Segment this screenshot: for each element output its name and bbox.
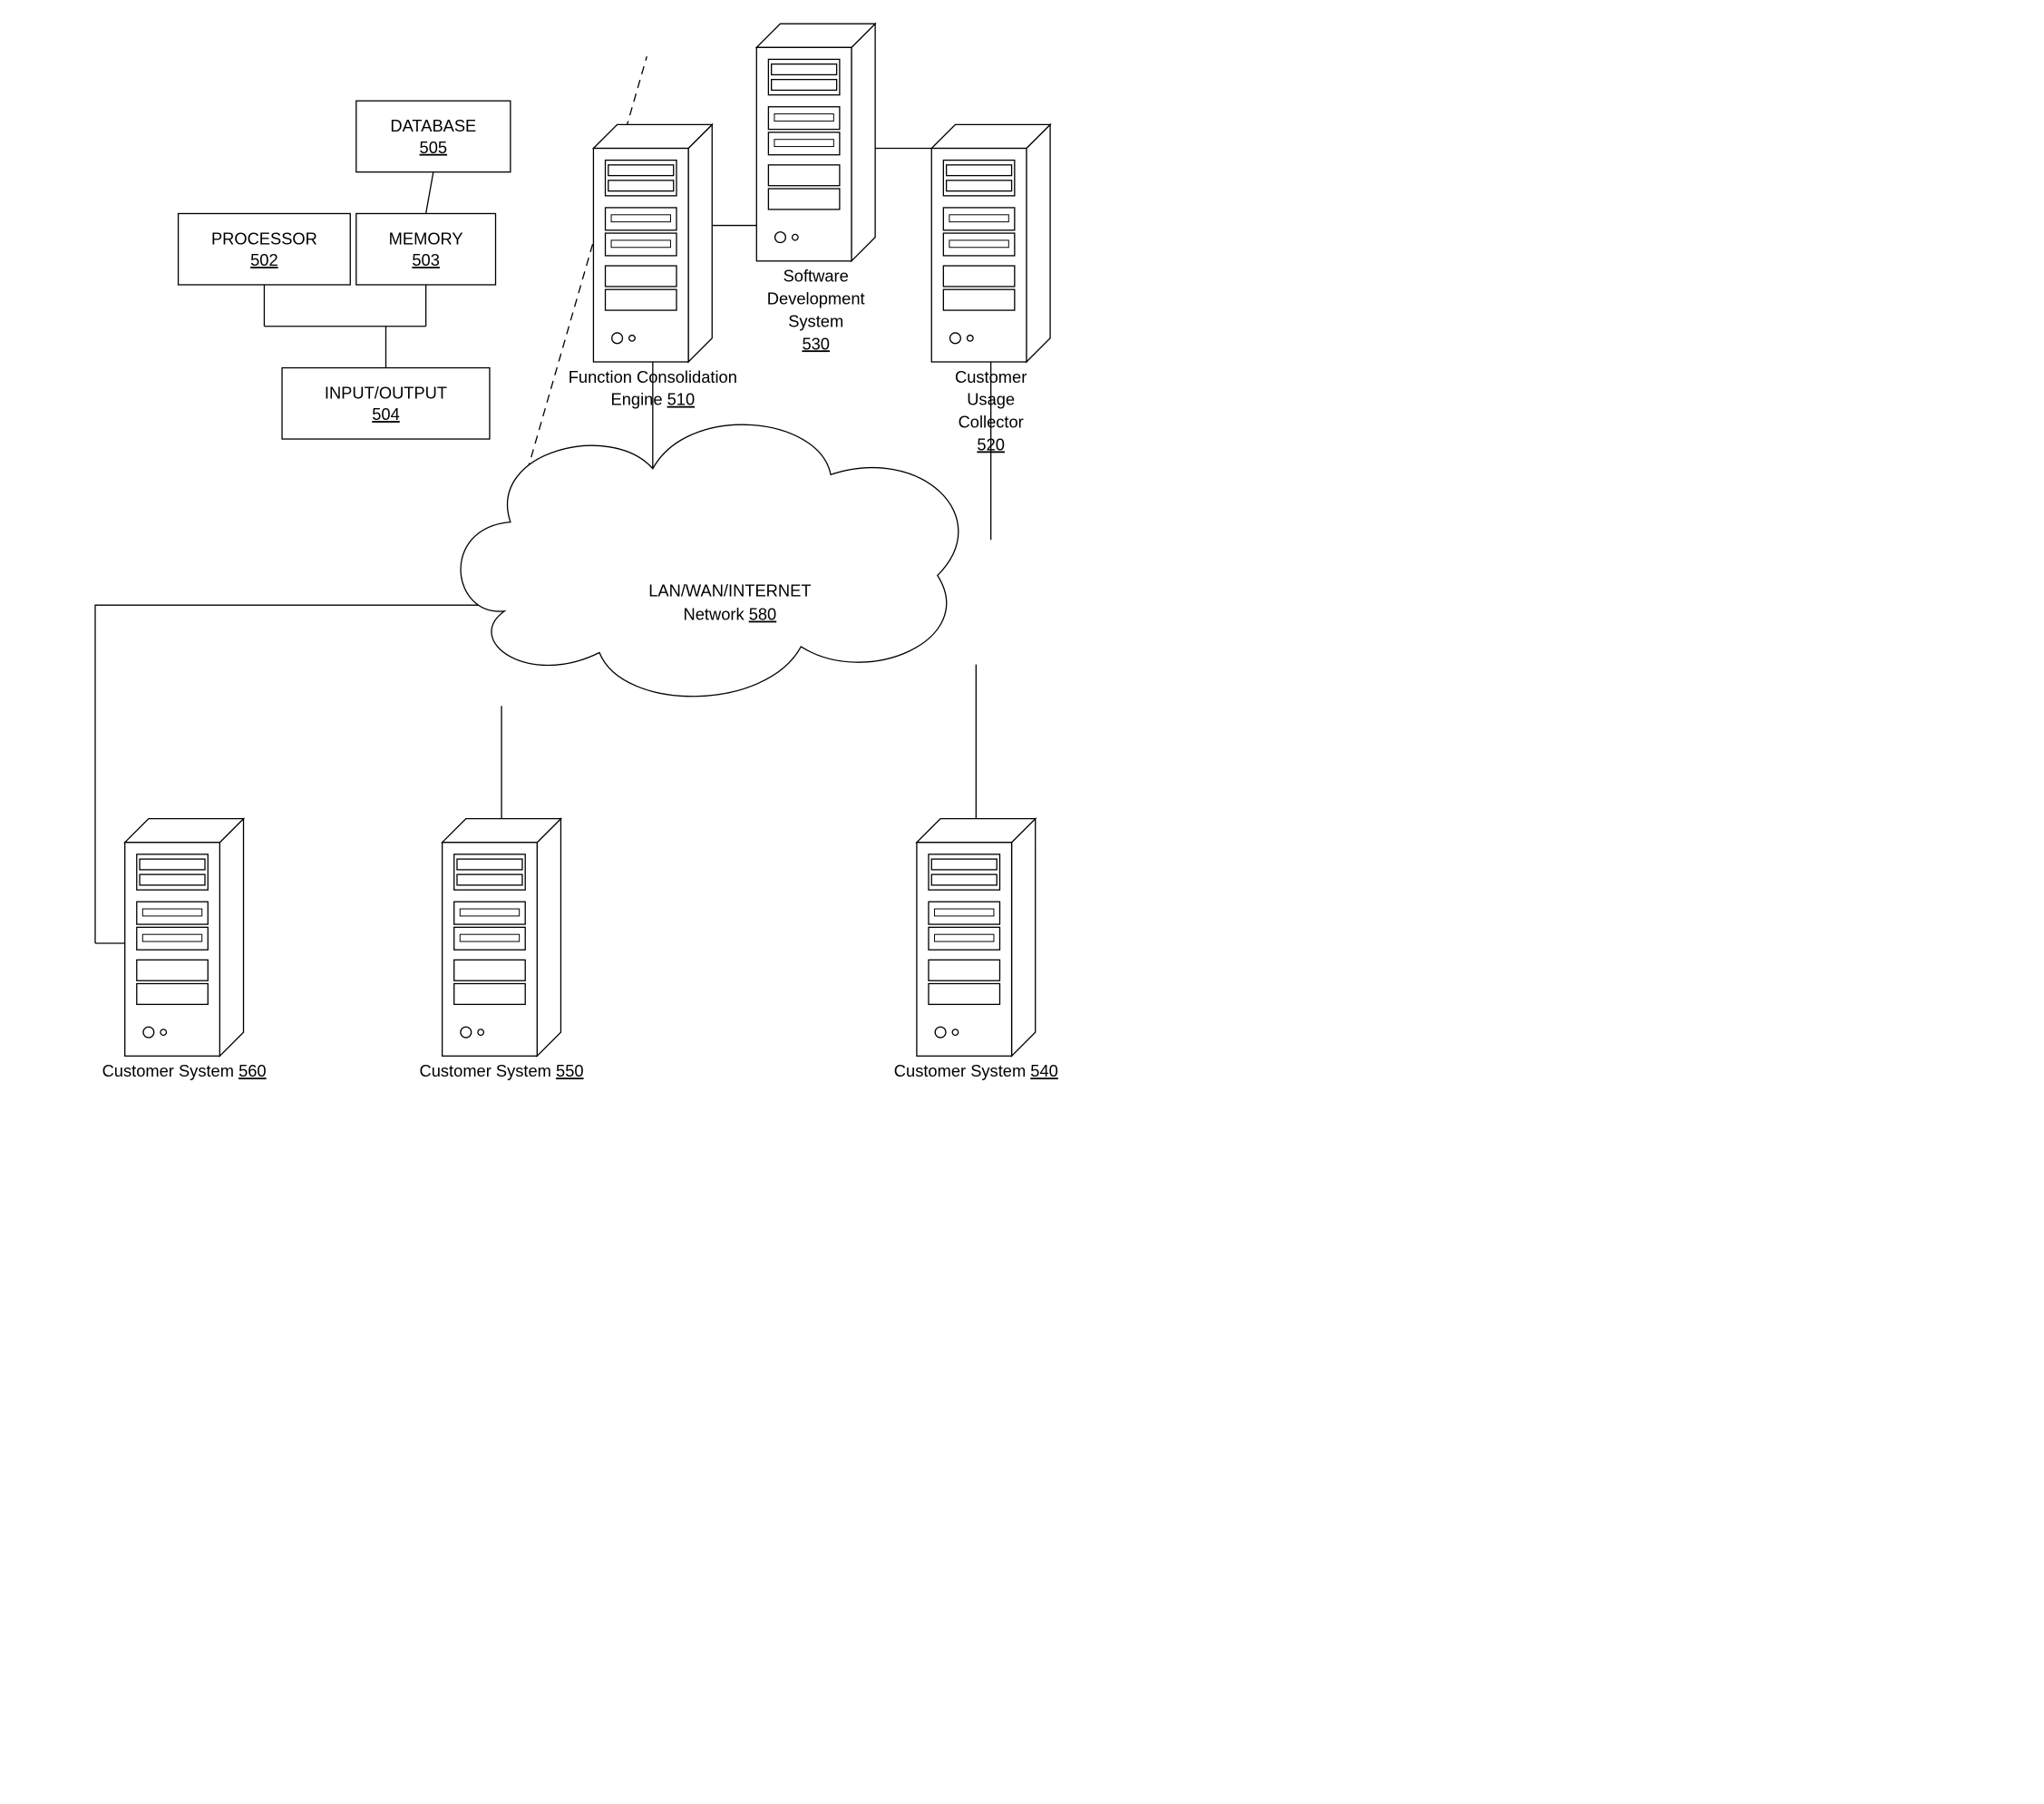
block-processor: PROCESSOR 502: [179, 213, 351, 284]
svg-text:502: 502: [250, 250, 278, 269]
svg-text:LAN/WAN/INTERNET: LAN/WAN/INTERNET: [648, 580, 811, 600]
svg-text:Software: Software: [784, 267, 849, 286]
svg-text:Development: Development: [767, 289, 865, 308]
svg-text:System: System: [788, 311, 843, 330]
cloud-network: LAN/WAN/INTERNET Network 580: [461, 424, 959, 697]
svg-text:503: 503: [412, 250, 440, 269]
svg-text:PROCESSOR: PROCESSOR: [211, 229, 317, 248]
svg-text:Customer System 540: Customer System 540: [894, 1061, 1058, 1080]
server-cs550: Customer System 550: [420, 819, 584, 1081]
svg-text:MEMORY: MEMORY: [389, 229, 463, 248]
svg-text:INPUT/OUTPUT: INPUT/OUTPUT: [325, 384, 447, 403]
svg-text:530: 530: [802, 334, 830, 353]
svg-text:504: 504: [372, 405, 400, 424]
svg-text:Collector: Collector: [959, 413, 1024, 432]
svg-text:Function Consolidation: Function Consolidation: [569, 367, 737, 386]
block-database: DATABASE 505: [356, 101, 511, 171]
svg-text:Network 580: Network 580: [684, 605, 777, 624]
block-io: INPUT/OUTPUT 504: [282, 368, 490, 439]
svg-text:DATABASE: DATABASE: [390, 116, 476, 135]
svg-text:520: 520: [977, 434, 1005, 453]
svg-text:Customer System 560: Customer System 560: [102, 1061, 267, 1080]
svg-text:Customer System 550: Customer System 550: [420, 1061, 584, 1080]
svg-text:Customer: Customer: [955, 367, 1027, 386]
block-memory: MEMORY 503: [356, 213, 496, 284]
server-cs540: Customer System 540: [894, 819, 1058, 1081]
server-cuc: Customer Usage Collector 520: [931, 124, 1050, 453]
svg-text:Usage: Usage: [967, 390, 1015, 409]
svg-text:Engine 510: Engine 510: [611, 390, 696, 409]
server-cs560: Customer System 560: [102, 819, 267, 1081]
server-sds: Software Development System 530: [756, 24, 875, 353]
svg-text:505: 505: [420, 138, 448, 157]
